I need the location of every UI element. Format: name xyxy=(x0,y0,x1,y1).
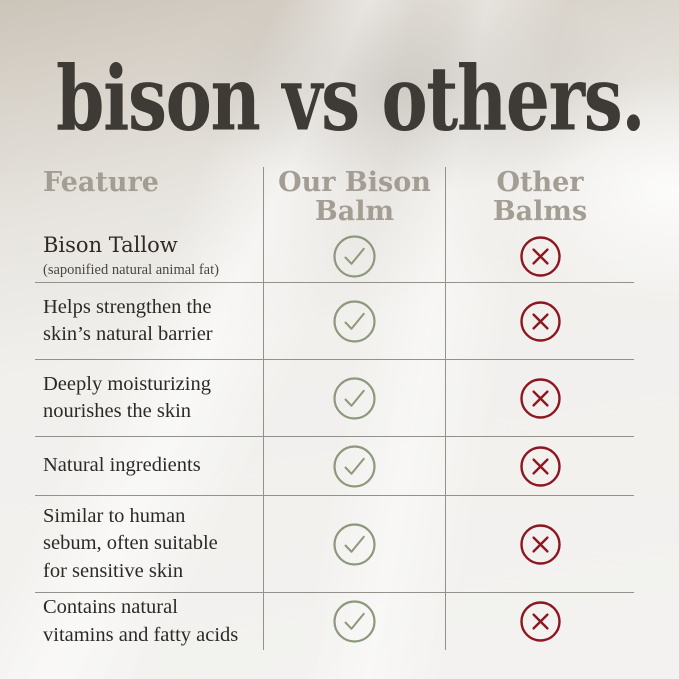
other-balms-value-cell xyxy=(446,231,634,282)
check-icon xyxy=(333,376,376,420)
feature-cell-moisturizing: Deeply moisturizing nourishes the skin xyxy=(35,359,263,436)
x-icon xyxy=(519,445,561,487)
feature-label: Bison Tallow xyxy=(43,233,178,258)
page-title: bison vs others. xyxy=(56,45,646,152)
our-bison-balm-header-label: Our Bison Balm xyxy=(278,167,431,227)
our-bison-balm-value-cell xyxy=(263,495,446,592)
column-header-feature: Feature xyxy=(35,167,263,231)
other-balms-value-cell xyxy=(446,592,634,650)
our-bison-balm-value-cell xyxy=(263,282,446,359)
feature-label: Natural ingredients xyxy=(43,454,201,477)
check-icon xyxy=(333,600,376,643)
feature-label: Contains natural vitamins and fatty acid… xyxy=(43,596,239,646)
other-balms-value-cell xyxy=(446,495,634,592)
x-icon xyxy=(519,601,561,642)
check-icon xyxy=(333,522,376,566)
feature-cell-skin-barrier: Helps strengthen the skin’s natural barr… xyxy=(35,282,263,359)
our-bison-balm-value-cell xyxy=(263,231,446,282)
check-icon xyxy=(333,235,376,278)
our-bison-balm-value-cell xyxy=(263,359,446,436)
x-icon xyxy=(519,300,561,342)
feature-label: Deeply moisturizing nourishes the skin xyxy=(43,372,211,422)
other-balms-value-cell xyxy=(446,359,634,436)
x-icon xyxy=(519,523,561,565)
check-icon xyxy=(333,299,376,343)
column-header-our-bison-balm: Our Bison Balm xyxy=(263,167,446,231)
column-header-other-balms: Other Balms xyxy=(446,167,634,231)
x-icon xyxy=(519,377,561,419)
feature-subnote: (saponified natural animal fat) xyxy=(43,261,219,278)
comparison-table: Feature Our Bison Balm Other Balms Bison… xyxy=(35,167,634,650)
other-balms-value-cell xyxy=(446,282,634,359)
feature-cell-sebum-similarity: Similar to human sebum, often suitable f… xyxy=(35,495,263,592)
other-balms-header-label: Other Balms xyxy=(492,167,588,227)
feature-label: Similar to human sebum, often suitable f… xyxy=(43,505,218,582)
our-bison-balm-value-cell xyxy=(263,592,446,650)
feature-label: Helps strengthen the skin’s natural barr… xyxy=(43,295,213,345)
feature-cell-vitamins-fatty-acids: Contains natural vitamins and fatty acid… xyxy=(35,592,263,650)
our-bison-balm-value-cell xyxy=(263,436,446,495)
other-balms-value-cell xyxy=(446,436,634,495)
x-icon xyxy=(519,236,561,277)
feature-header-label: Feature xyxy=(43,167,159,198)
feature-cell-natural-ingredients: Natural ingredients xyxy=(35,436,263,495)
feature-cell-bison-tallow: Bison Tallow (saponified natural animal … xyxy=(35,231,263,282)
check-icon xyxy=(333,444,376,488)
